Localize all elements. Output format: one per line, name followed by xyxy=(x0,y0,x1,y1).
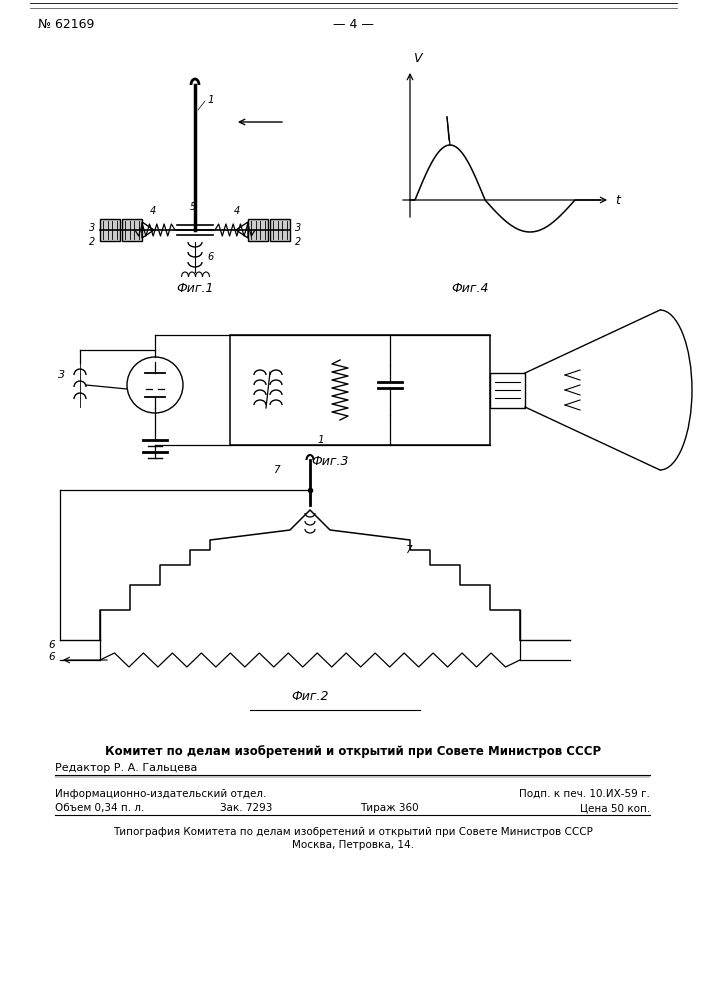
Text: Информационно-издательский отдел.: Информационно-издательский отдел. xyxy=(55,789,267,799)
Text: Подп. к печ. 10.ИХ-59 г.: Подп. к печ. 10.ИХ-59 г. xyxy=(519,789,650,799)
Text: Редактор Р. А. Гальцева: Редактор Р. А. Гальцева xyxy=(55,763,197,773)
Text: Тираж 360: Тираж 360 xyxy=(360,803,419,813)
Text: Фиг.3: Фиг.3 xyxy=(311,455,349,468)
Text: Комитет по делам изобретений и открытий при Совете Министров СССР: Комитет по делам изобретений и открытий … xyxy=(105,745,601,758)
Text: Цена 50 коп.: Цена 50 коп. xyxy=(580,803,650,813)
Text: 3: 3 xyxy=(58,370,65,380)
Text: № 62169: № 62169 xyxy=(38,18,94,31)
Text: 4: 4 xyxy=(150,206,156,216)
Bar xyxy=(100,219,120,241)
Text: 7: 7 xyxy=(274,465,280,475)
Text: 3: 3 xyxy=(295,223,301,233)
Text: 1: 1 xyxy=(318,435,325,445)
Text: Зак. 7293: Зак. 7293 xyxy=(220,803,272,813)
Text: V: V xyxy=(413,52,421,65)
Text: Объем 0,34 п. л.: Объем 0,34 п. л. xyxy=(55,803,144,813)
Text: 3: 3 xyxy=(89,223,95,233)
Text: — 4 —: — 4 — xyxy=(332,18,373,31)
Text: Фиг.2: Фиг.2 xyxy=(291,690,329,703)
Text: Фиг.1: Фиг.1 xyxy=(176,282,214,295)
Text: 2: 2 xyxy=(295,237,301,247)
Text: 7: 7 xyxy=(405,545,411,555)
Text: Фиг.4: Фиг.4 xyxy=(451,282,489,295)
Text: 6: 6 xyxy=(48,640,55,650)
Bar xyxy=(230,335,490,445)
Text: 2: 2 xyxy=(89,237,95,247)
Text: t: t xyxy=(615,194,620,207)
Text: 4: 4 xyxy=(234,206,240,216)
Text: 6: 6 xyxy=(48,652,55,662)
Text: Москва, Петровка, 14.: Москва, Петровка, 14. xyxy=(292,840,414,850)
Text: 6: 6 xyxy=(207,252,214,262)
Bar xyxy=(248,219,268,241)
Bar xyxy=(490,372,525,408)
Text: 5: 5 xyxy=(190,202,196,212)
Bar xyxy=(270,219,290,241)
Text: 1: 1 xyxy=(207,95,214,105)
Bar xyxy=(122,219,142,241)
Text: Типография Комитета по делам изобретений и открытий при Совете Министров СССР: Типография Комитета по делам изобретений… xyxy=(113,827,593,837)
